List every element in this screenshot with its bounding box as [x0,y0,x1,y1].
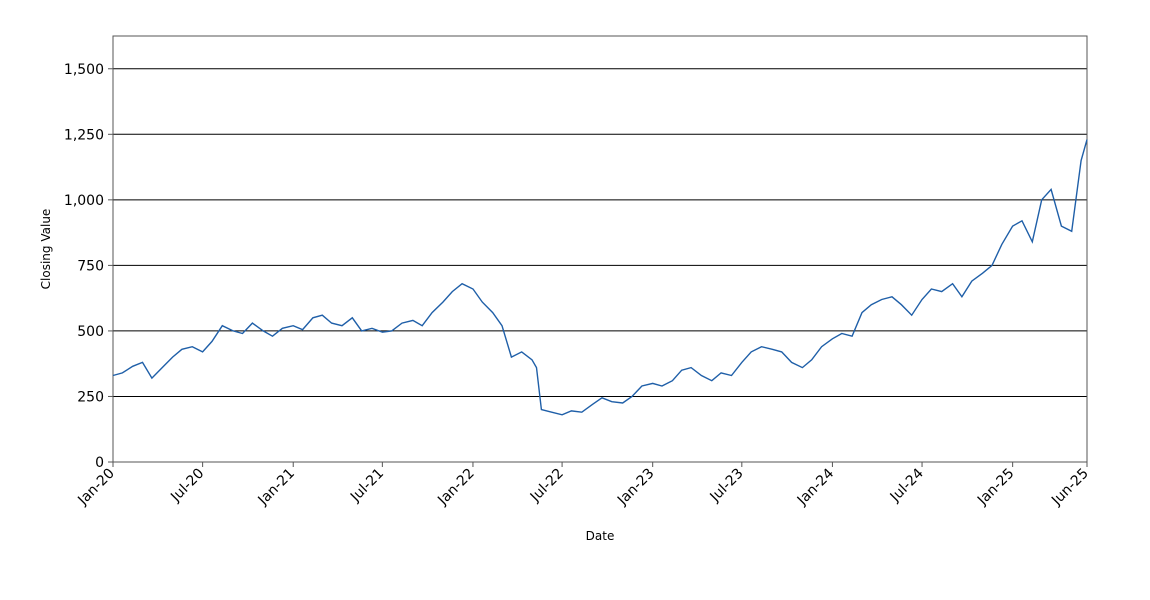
x-axis-title: Date [586,529,615,543]
plot-area-frame [112,35,1088,463]
y-axis-ticks: 0 250 500 750 1,000 1,250 1,500 [64,62,113,471]
x-tick-label: Jul-20 [167,466,207,506]
grid-lines [113,68,1087,397]
y-axis-title: Closing Value [39,209,53,290]
y-tick-label: 1,500 [64,62,104,78]
x-tick-label: Jul-24 [887,465,927,505]
y-tick-label: 0 [95,455,104,471]
x-tick-label: Jul-23 [707,466,747,506]
x-tick-label: Jun-25 [1048,466,1092,510]
y-tick-label: 1,000 [64,193,104,209]
x-tick-label: Jan-23 [614,466,657,509]
x-tick-label: Jul-22 [527,466,567,506]
y-tick-label: 500 [77,324,104,340]
x-tick-label: Jan-21 [255,466,298,509]
y-tick-label: 250 [77,389,104,405]
x-tick-label: Jul-21 [347,466,387,506]
x-tick-label: Jan-22 [434,466,477,509]
y-tick-label: 750 [77,258,104,274]
series-line [112,139,1088,416]
x-tick-label: Jan-25 [974,466,1017,509]
x-tick-label: Jan-20 [74,466,117,509]
y-tick-label: 1,250 [64,127,104,143]
x-axis-ticks: Jan-20 Jul-20 Jan-21 Jul-21 Jan-22 Jul-22 Jan-… [74,462,1092,510]
x-tick-label: Jan-24 [794,465,838,509]
